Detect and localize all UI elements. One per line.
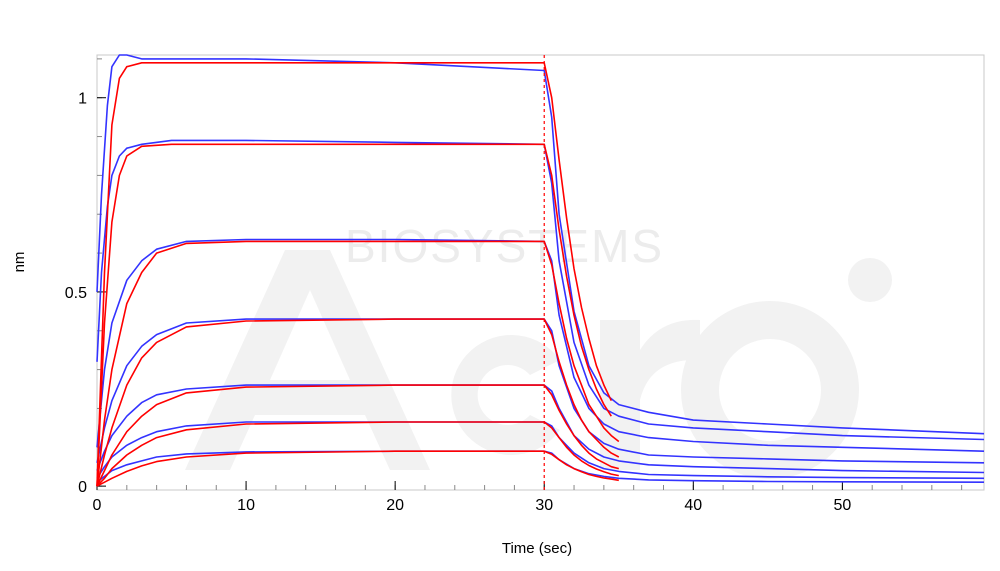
measured-series-line <box>96 450 985 484</box>
measured-series-line <box>96 139 985 441</box>
fit-series-line <box>96 240 620 487</box>
fit-series-line <box>96 384 619 487</box>
fit-series-line <box>96 318 620 487</box>
y-axis-title: nm <box>11 252 28 273</box>
watermark-dot <box>848 258 892 302</box>
fit-series-group <box>96 61 620 487</box>
x-axis-ticks: 0 10 20 30 40 50 <box>93 481 851 514</box>
watermark-letter-a <box>185 250 430 470</box>
watermark-logo: BIOSYSTEMS <box>185 220 892 479</box>
x-tick-label: 10 <box>237 497 255 514</box>
x-axis-title: Time (sec) <box>502 540 572 557</box>
watermark-text: BIOSYSTEMS <box>345 220 664 272</box>
measured-series-line <box>96 318 985 464</box>
measured-series-line <box>96 421 985 480</box>
x-tick-label: 40 <box>684 497 702 514</box>
measured-series-group <box>96 54 985 484</box>
fit-series-line <box>96 421 619 487</box>
y-tick-label: 0 <box>78 479 87 496</box>
measured-series-line <box>96 54 985 435</box>
x-tick-label: 0 <box>93 497 102 514</box>
x-tick-label: 20 <box>386 497 404 514</box>
measured-series-line <box>96 384 985 474</box>
watermark-letter-c <box>451 335 560 456</box>
x-tick-label: 30 <box>535 497 553 514</box>
fit-series-line <box>96 450 619 487</box>
y-tick-label: 1 <box>78 91 87 108</box>
plot-area-frame <box>96 54 985 491</box>
measured-series-line <box>96 238 985 452</box>
y-tick-label: 0.5 <box>65 285 87 302</box>
fit-series-line <box>96 143 612 487</box>
watermark-letter-o <box>681 301 859 479</box>
x-tick-label: 50 <box>833 497 851 514</box>
